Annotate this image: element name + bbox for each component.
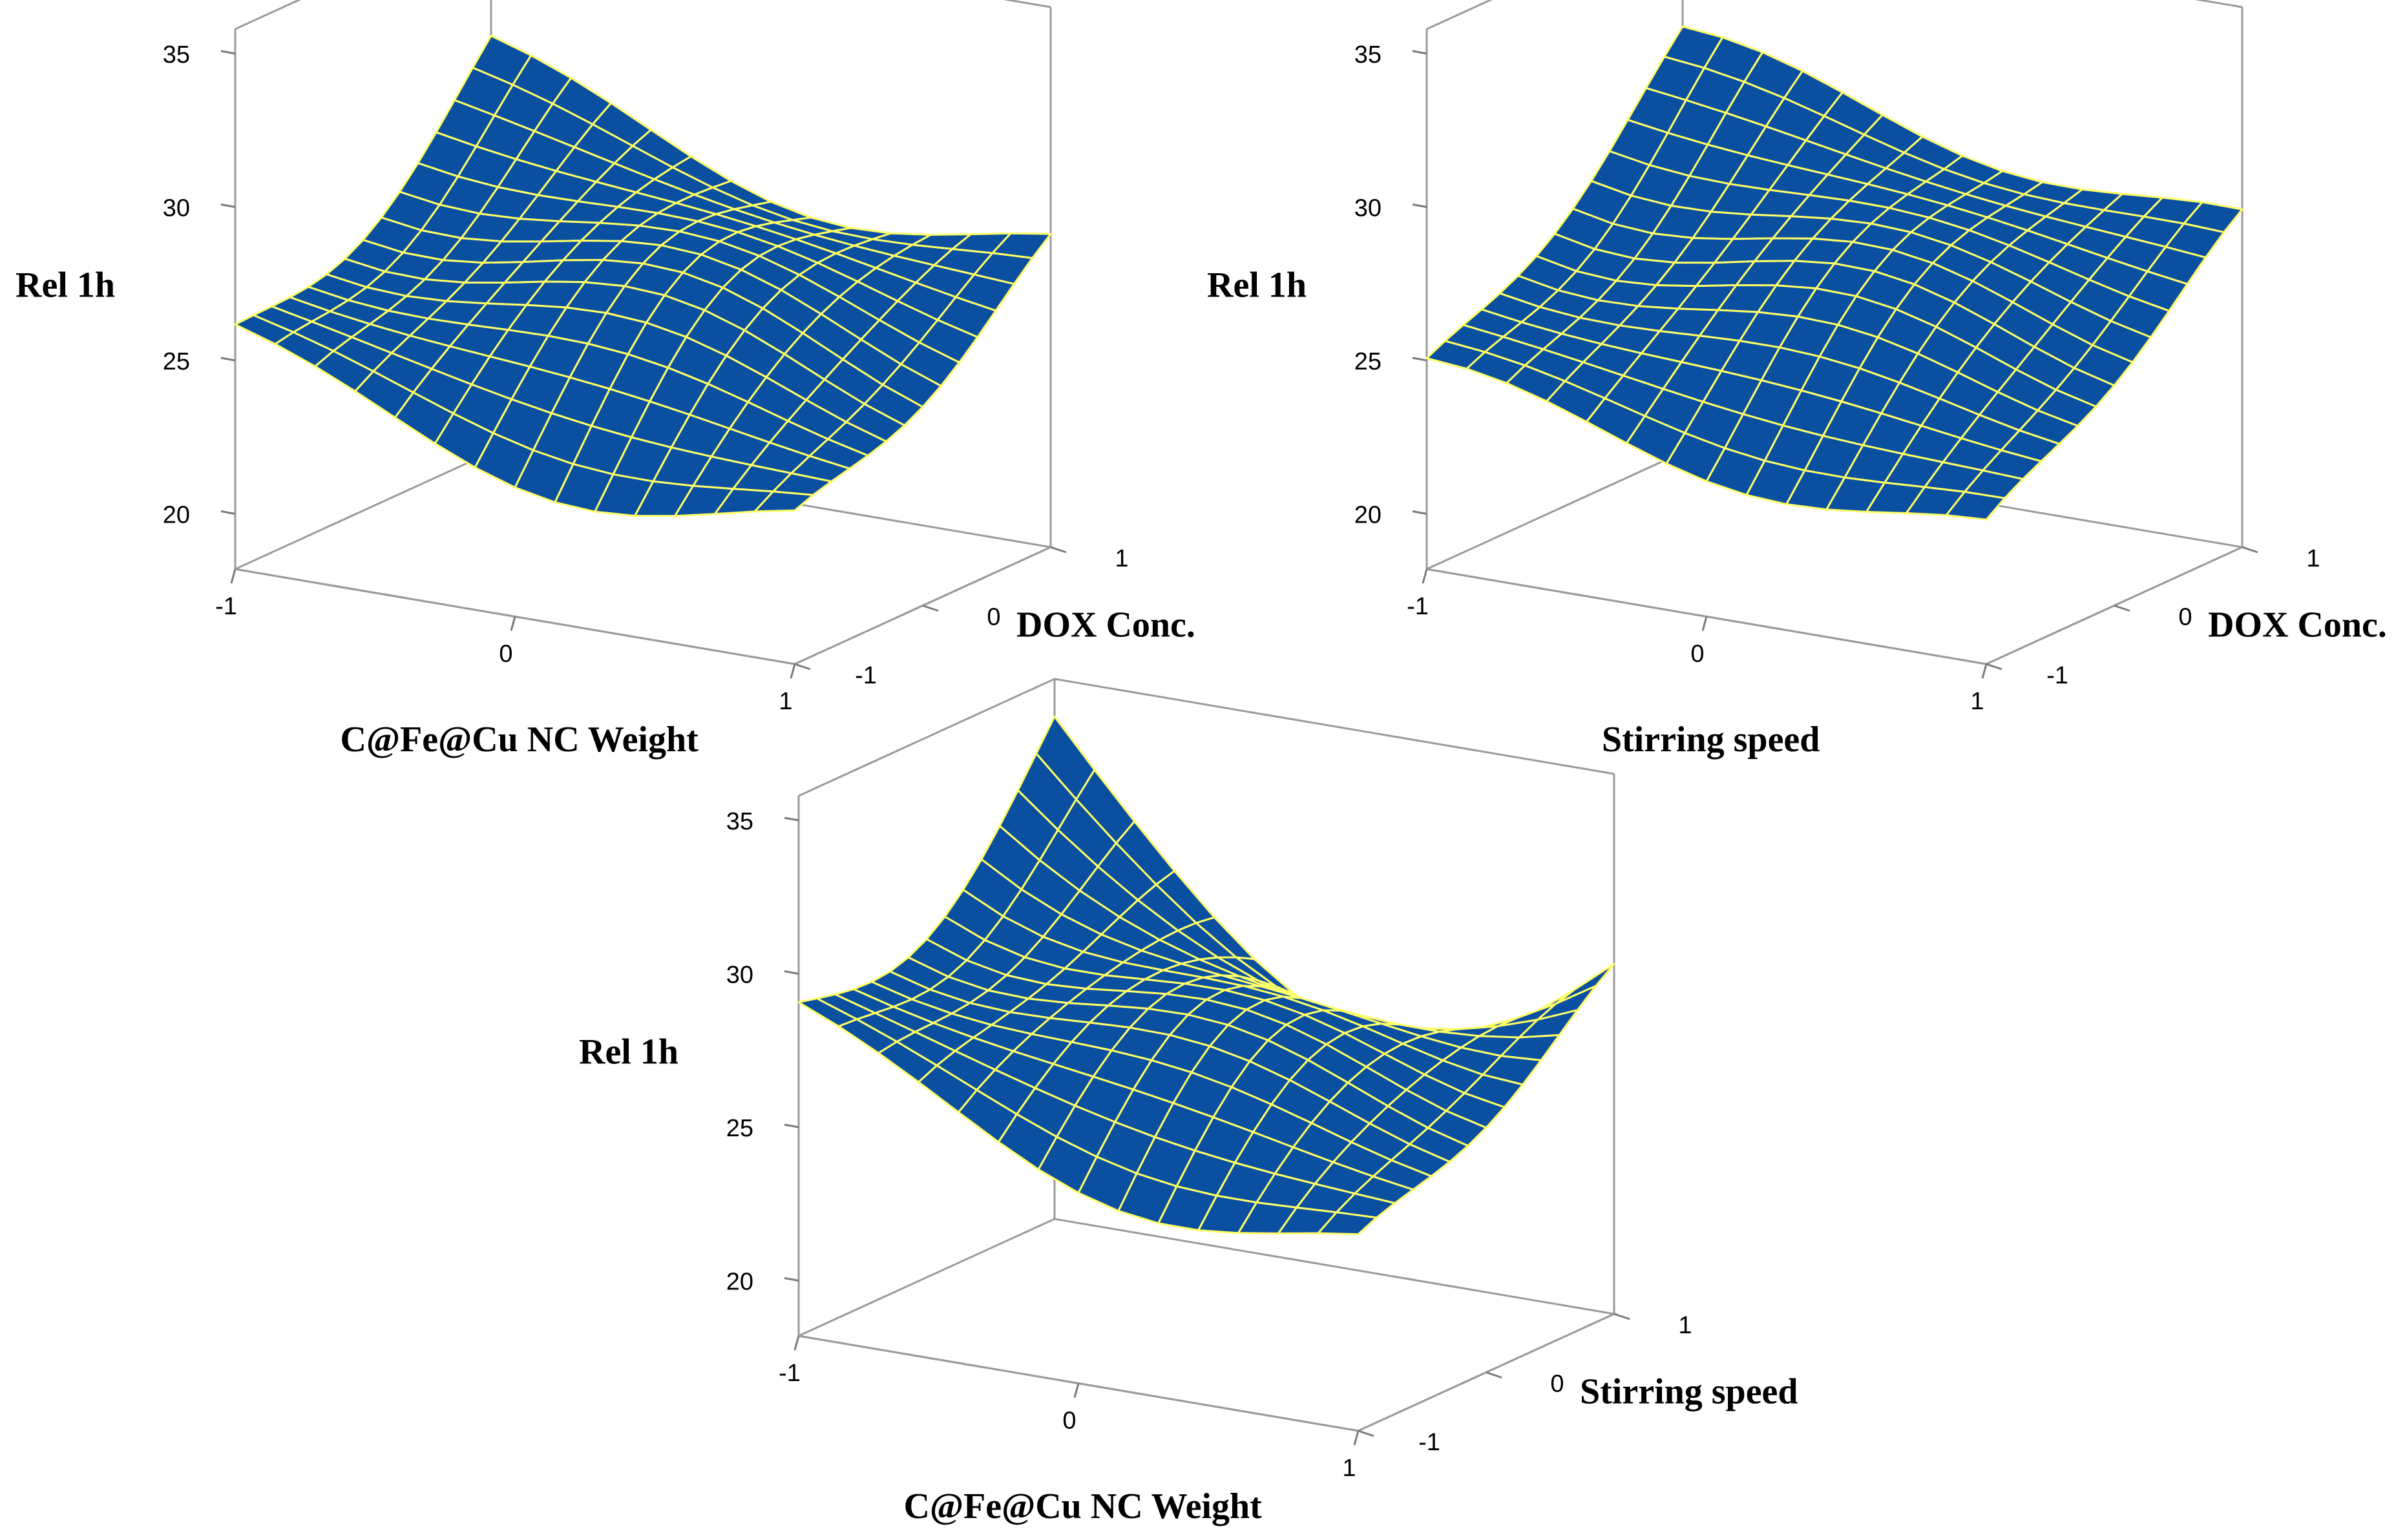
z-tick-label: 35 (726, 808, 753, 835)
y-tick-mark (1613, 1313, 1630, 1320)
z-axis-label: Rel 1h (16, 265, 115, 305)
plot1-top-edge (235, 0, 1051, 30)
z-axis-label: Rel 1h (579, 1032, 678, 1072)
z-tick-label: 35 (1354, 41, 1382, 68)
plot3-surface (797, 715, 1615, 1236)
z-tick-mark (1412, 357, 1427, 362)
z-tick-label: 25 (726, 1115, 753, 1142)
plot3-group: -1 0 1 -1 0 1 20 25 30 35 Rel 1h C@Fe@Cu NC Weight S… (579, 678, 1798, 1526)
y-tick-mark (1486, 1371, 1502, 1379)
z-tick-mark (784, 1277, 799, 1282)
y-tick-mark (1050, 546, 1067, 554)
z-tick-mark (1412, 50, 1427, 55)
x-tick-label: 1 (779, 688, 792, 715)
x-tick-label: -1 (779, 1360, 801, 1387)
x-axis-label: Stirring speed (1602, 720, 1820, 760)
x-tick-mark (790, 663, 796, 679)
z-tick-label: 20 (163, 502, 190, 529)
z-tick-label: 25 (163, 348, 190, 375)
x-tick-label: -1 (215, 593, 237, 620)
z-tick-mark (1412, 510, 1427, 515)
z-axis-label: Rel 1h (1207, 265, 1307, 305)
y-tick-label: -1 (1418, 1429, 1440, 1456)
x-tick-mark (1701, 616, 1708, 631)
plot2-group: -1 0 1 -1 0 1 20 25 30 35 Rel 1h Stirring speed DOX … (1207, 0, 2387, 760)
y-tick-mark (2114, 605, 2130, 612)
surface-patch (753, 490, 814, 513)
x-axis-label: C@Fe@Cu NC Weight (341, 720, 699, 760)
y-tick-label: -1 (855, 662, 877, 689)
z-tick-label: 20 (726, 1269, 753, 1296)
z-tick-mark (220, 357, 236, 362)
y-tick-label: -1 (2046, 662, 2068, 689)
x-tick-label: 1 (1970, 688, 1984, 715)
z-tick-mark (784, 970, 799, 975)
x-tick-label: 0 (499, 641, 512, 668)
y-tick-mark (1358, 1430, 1374, 1437)
x-tick-mark (1981, 663, 1988, 679)
z-tick-label: 30 (1354, 195, 1382, 222)
z-tick-label: 35 (163, 41, 190, 68)
surface-patch (1945, 490, 2006, 521)
y-tick-mark (794, 663, 811, 671)
x-tick-label: -1 (1407, 593, 1429, 620)
y-tick-mark (1986, 663, 2002, 671)
x-axis-label: C@Fe@Cu NC Weight (904, 1486, 1263, 1526)
y-axis-label: Stirring speed (1580, 1372, 1798, 1412)
y-axis-label: DOX Conc. (2208, 605, 2387, 645)
surface-patch (1317, 1211, 1378, 1236)
plot1-group: -1 0 1 -1 0 1 20 25 30 35 Rel 1h C@Fe@Cu NC Weight D… (16, 0, 1195, 760)
z-tick-label: 20 (1354, 502, 1382, 529)
y-tick-label: 1 (2306, 545, 2320, 572)
x-tick-label: 0 (1062, 1408, 1076, 1435)
y-tick-mark (922, 605, 939, 612)
z-tick-mark (220, 510, 236, 515)
z-tick-label: 25 (1354, 348, 1382, 375)
x-tick-mark (1073, 1383, 1080, 1398)
z-tick-mark (220, 50, 236, 55)
y-tick-label: 0 (987, 604, 1000, 631)
x-tick-label: 0 (1690, 641, 1704, 668)
x-tick-label: 1 (1342, 1455, 1356, 1482)
z-tick-mark (220, 203, 236, 208)
y-tick-label: 0 (1550, 1371, 1564, 1398)
plot3-floor (798, 1218, 1618, 1432)
z-tick-mark (784, 1123, 799, 1129)
plot3-top-edge (798, 678, 1615, 797)
z-tick-label: 30 (726, 962, 753, 989)
x-tick-mark (793, 1335, 800, 1351)
z-tick-label: 30 (163, 195, 190, 222)
x-tick-mark (230, 568, 236, 584)
x-tick-mark (510, 616, 516, 631)
z-tick-mark (784, 817, 799, 822)
y-axis-label: DOX Conc. (1016, 605, 1195, 645)
z-tick-mark (1412, 203, 1427, 208)
x-tick-mark (1422, 568, 1428, 584)
plot2-top-edge (1426, 0, 2243, 30)
y-tick-mark (2242, 546, 2258, 554)
y-tick-label: 0 (2178, 604, 2192, 631)
plot2-surface (1425, 25, 2244, 521)
x-tick-mark (1353, 1430, 1360, 1446)
plot1-surface (234, 34, 1052, 517)
y-tick-label: 1 (1678, 1312, 1692, 1339)
y-tick-label: 1 (1115, 545, 1128, 572)
